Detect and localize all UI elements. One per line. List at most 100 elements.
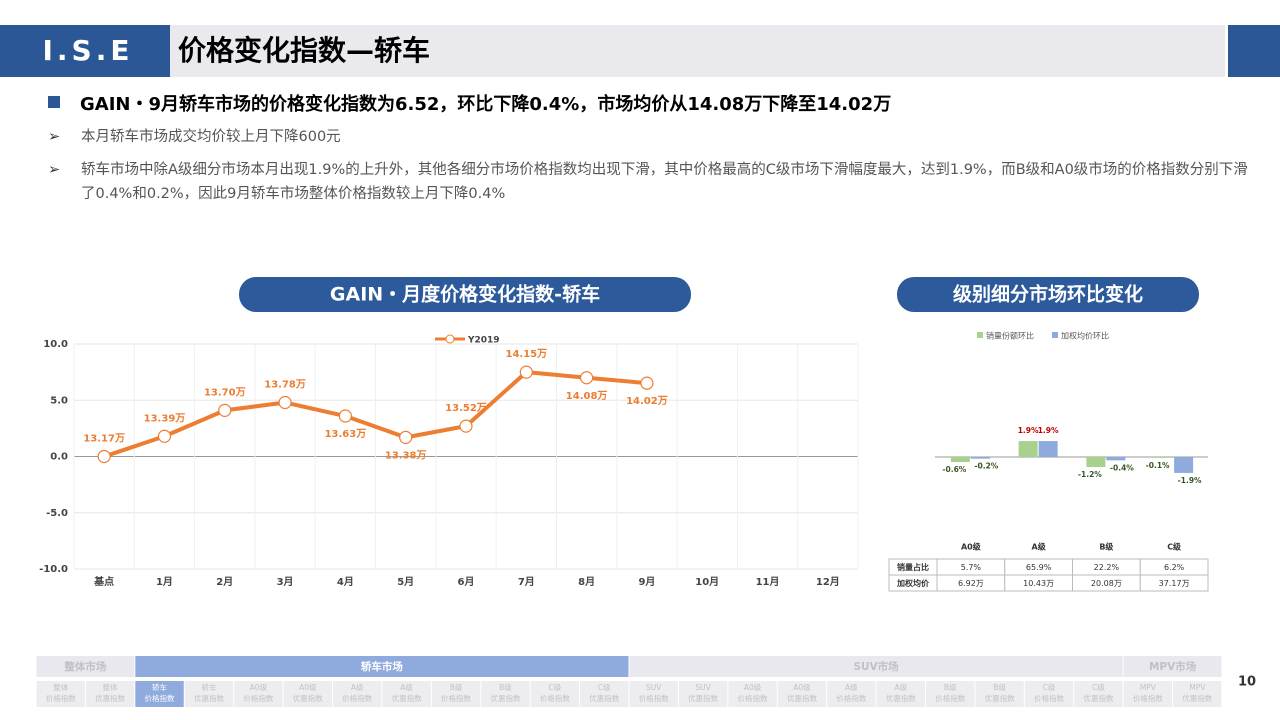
nav-item-label: C级 — [1043, 682, 1056, 692]
nav-item-label: 价格指数 — [1133, 693, 1163, 703]
nav-item[interactable] — [1123, 681, 1173, 707]
nav-item-label: 价格指数 — [441, 693, 471, 703]
bullet: 本月轿车市场成交均价较上月下降600元 — [48, 125, 1248, 149]
cell: 65.9% — [1026, 563, 1052, 572]
nav-group-label: SUV市场 — [853, 660, 899, 673]
nav-item[interactable] — [876, 681, 925, 707]
data-label: 13.70万 — [204, 386, 246, 398]
chart-title-pill — [897, 277, 1199, 312]
nav-item[interactable] — [827, 681, 876, 707]
point — [580, 371, 594, 385]
page-title: 价格变化指数—轿车 — [178, 34, 430, 67]
nav-group — [629, 656, 1123, 677]
point — [157, 429, 172, 443]
bar — [1018, 441, 1038, 457]
nav-item-label: A0级 — [744, 682, 762, 692]
nav-item-label: 优惠指数 — [194, 693, 224, 703]
nav-item-label: B级 — [450, 682, 463, 692]
x-tick-label: 7月 — [518, 576, 535, 588]
nav-item-label: B级 — [993, 682, 1006, 692]
nav-item[interactable] — [184, 681, 234, 707]
point — [338, 409, 352, 423]
nav-item[interactable] — [333, 681, 382, 707]
nav-item[interactable] — [678, 681, 728, 707]
nav-item[interactable] — [382, 681, 431, 707]
data-label: 13.63万 — [325, 428, 367, 440]
x-tick-label: 9月 — [638, 576, 655, 588]
nav-item[interactable] — [975, 681, 1024, 707]
nav-item[interactable] — [580, 681, 629, 707]
bar — [1106, 457, 1126, 461]
x-tick-label: 6月 — [458, 576, 475, 588]
nav-item-label: A级 — [400, 682, 413, 692]
nav-item-label: C级 — [1092, 682, 1105, 692]
cell: 37.17万 — [1159, 579, 1190, 588]
point — [97, 449, 111, 464]
nav-group-label: 轿车市场 — [361, 660, 403, 673]
bar — [1086, 457, 1106, 468]
nav-item[interactable] — [85, 681, 135, 707]
nav-item-label: 整体 — [53, 682, 68, 692]
nav-item[interactable] — [926, 681, 975, 707]
nav-item-label: 价格指数 — [639, 693, 669, 703]
title-bar — [170, 25, 1225, 77]
nav-group — [135, 656, 629, 677]
nav-item-label: SUV — [695, 683, 711, 692]
data-label: -1.2% — [1078, 470, 1102, 479]
bar — [950, 457, 970, 463]
nav-item-label: 价格指数 — [836, 693, 866, 703]
nav-item[interactable] — [283, 681, 332, 707]
column-header: A级 — [1032, 542, 1047, 552]
nav-item-label: 轿车 — [152, 682, 167, 692]
data-label: 1.9% — [1038, 426, 1059, 435]
data-label: 13.39万 — [144, 412, 186, 424]
nav-item[interactable] — [431, 681, 481, 707]
nav-item[interactable] — [1074, 681, 1123, 707]
nav-item[interactable] — [135, 681, 184, 707]
page-number: 10 — [1238, 675, 1256, 690]
nav-item-label: SUV — [646, 683, 662, 692]
nav-item-label: 优惠指数 — [985, 693, 1015, 703]
data-label: 13.52万 — [445, 402, 487, 414]
cell: 20.08万 — [1091, 579, 1122, 588]
nav-item[interactable] — [1173, 681, 1222, 707]
bar — [970, 457, 990, 459]
line — [103, 370, 648, 459]
nav-item[interactable] — [234, 681, 283, 707]
nav-item-label: C级 — [549, 682, 562, 692]
nav-item-label: B级 — [944, 682, 957, 692]
nav-item[interactable] — [728, 681, 777, 707]
nav-item-label: A级 — [894, 682, 907, 692]
x-tick-label: 11月 — [756, 576, 780, 588]
data-label: 13.78万 — [264, 379, 306, 391]
nav-item-label: 价格指数 — [243, 693, 273, 703]
nav-item-label: 优惠指数 — [886, 693, 916, 703]
nav-item[interactable] — [530, 681, 580, 707]
cell: 5.7% — [961, 563, 982, 572]
table-cell — [1139, 574, 1209, 592]
legend-label: Y2019 — [467, 336, 500, 346]
legend-swatch — [977, 332, 983, 338]
data-label: 14.08万 — [566, 390, 608, 402]
nav-item[interactable] — [36, 681, 85, 707]
nav-item-label: A级 — [845, 682, 858, 692]
row-label: 加权均价 — [896, 578, 930, 588]
nav-item[interactable] — [481, 681, 530, 707]
x-tick-label: 5月 — [397, 576, 414, 588]
headline: GAIN・9月轿车市场的价格变化指数为6.52，环比下降0.4%，市场均价从14… — [48, 90, 1248, 116]
data-label: -0.6% — [942, 465, 966, 474]
column-header: B级 — [1099, 542, 1114, 552]
nav-item[interactable] — [629, 681, 678, 707]
nav-item[interactable] — [1024, 681, 1074, 707]
nav-group — [1123, 656, 1222, 677]
nav-group-label: 整体市场 — [63, 660, 106, 673]
nav-item-label: 价格指数 — [540, 693, 570, 703]
column-header: C级 — [1167, 542, 1182, 552]
nav-item[interactable] — [777, 681, 827, 707]
corner-box — [1228, 25, 1280, 77]
data-label: -0.4% — [1110, 463, 1134, 472]
nav-item-label: 优惠指数 — [1182, 693, 1212, 703]
bar — [1038, 441, 1058, 457]
data-label: 14.15万 — [505, 348, 547, 360]
